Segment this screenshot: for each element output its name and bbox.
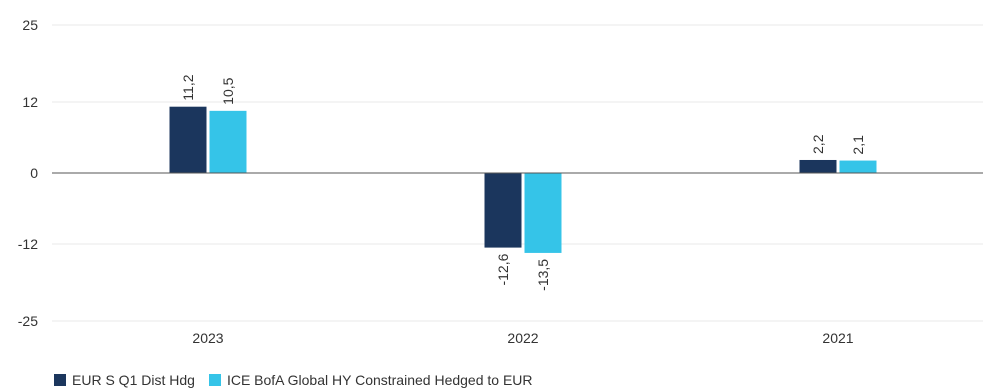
legend-label-series-1: EUR S Q1 Dist Hdg bbox=[72, 372, 195, 388]
data-label: -13,5 bbox=[535, 259, 551, 291]
data-label: 2,1 bbox=[850, 135, 866, 155]
data-label: -12,6 bbox=[495, 253, 511, 285]
bar bbox=[799, 159, 837, 173]
bar bbox=[524, 173, 562, 253]
y-tick-label: 12 bbox=[22, 94, 38, 110]
data-label: 10,5 bbox=[220, 77, 236, 104]
legend-label-series-2: ICE BofA Global HY Constrained Hedged to… bbox=[226, 372, 533, 388]
legend-item-series-2: ICE BofA Global HY Constrained Hedged to… bbox=[208, 372, 533, 388]
legend-swatch-series-1 bbox=[54, 374, 66, 386]
bar bbox=[169, 106, 207, 173]
x-tick-label: 2023 bbox=[192, 330, 223, 346]
y-tick-label: 0 bbox=[30, 165, 38, 181]
x-tick-label: 2021 bbox=[822, 330, 853, 346]
y-tick-label: -12 bbox=[18, 236, 38, 252]
legend-item-series-1: EUR S Q1 Dist Hdg bbox=[54, 372, 195, 388]
legend-swatch-series-2 bbox=[208, 374, 221, 386]
data-label: 2,2 bbox=[810, 134, 826, 154]
bar bbox=[484, 173, 522, 248]
y-tick-label: 25 bbox=[22, 17, 38, 33]
bar bbox=[209, 110, 247, 173]
legend: EUR S Q1 Dist Hdg ICE BofA Global HY Con… bbox=[54, 372, 533, 388]
data-label: 11,2 bbox=[180, 74, 196, 100]
x-tick-label: 2022 bbox=[507, 330, 538, 346]
bar-chart: 25 12 0 -12 -25 11,2 -12,6 2,2 10,5 -13,5 2,1 2023 2… bbox=[18, 17, 983, 346]
bar bbox=[839, 160, 877, 173]
y-tick-label: -25 bbox=[18, 313, 38, 329]
